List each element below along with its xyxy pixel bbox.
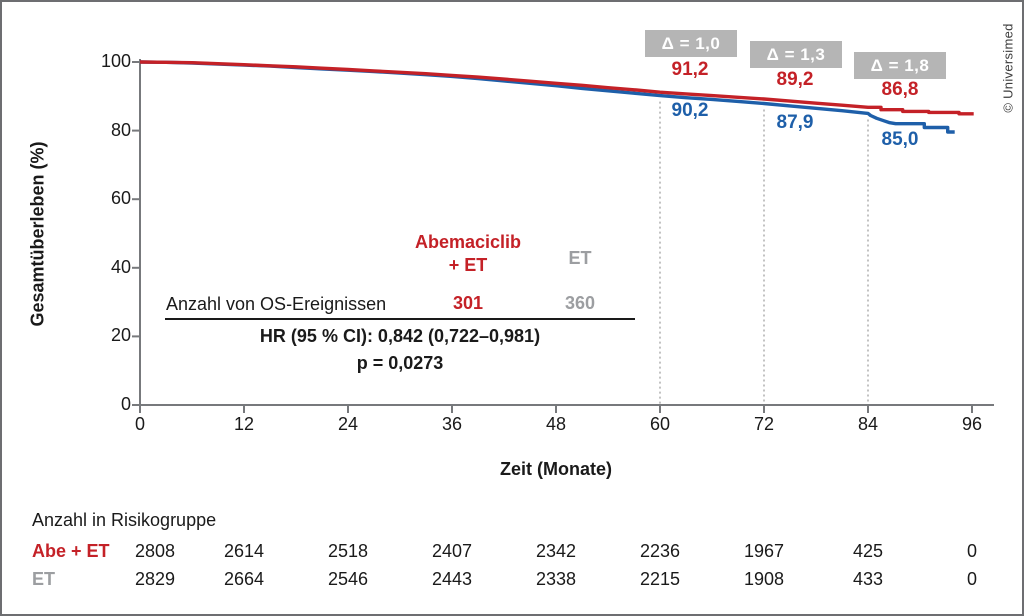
risk-count: 2443: [431, 569, 473, 589]
x-axis-title: Zeit (Monate): [500, 459, 612, 479]
et-survival-value-72: 87,9: [776, 112, 814, 133]
risk-count: 433: [852, 569, 884, 589]
os-events-count-abemaciclib: 301: [452, 293, 484, 313]
abemaciclib-survival-value-60: 91,2: [671, 59, 709, 80]
delta-badge-60: Δ = 1,0: [645, 30, 737, 57]
risk-count: 0: [966, 569, 977, 589]
delta-badge-72: Δ = 1,3: [750, 41, 842, 68]
y-tick-label: 100: [100, 51, 131, 71]
et-survival-value-84: 85,0: [881, 129, 919, 150]
risk-count: 2614: [223, 541, 265, 561]
os-events-row-label: Anzahl von OS-Ereignissen: [166, 294, 387, 314]
inset-column-header-abemaciclib: Abemaciclib + ET: [414, 232, 522, 276]
risk-count: 2407: [431, 541, 473, 561]
copyright-credit: © Universimed: [1000, 23, 1016, 113]
y-tick-label: 80: [110, 119, 131, 140]
risk-count: 2829: [134, 569, 176, 589]
et-survival-value-60: 90,2: [671, 100, 709, 121]
risk-count: 2546: [327, 569, 369, 589]
x-tick-label: 48: [545, 414, 567, 434]
y-axis-title: Gesamtüberleben (%): [27, 141, 48, 327]
x-tick-label: 96: [961, 414, 983, 434]
x-tick-label: 12: [233, 414, 255, 434]
risk-count: 2215: [639, 569, 681, 589]
x-tick-label: 0: [134, 414, 145, 434]
abemaciclib-survival-value-84: 86,8: [881, 79, 919, 100]
risk-count: 1908: [743, 569, 785, 589]
inset-divider-line: [165, 318, 635, 320]
y-tick-label: 40: [110, 256, 131, 277]
y-tick-label: 60: [110, 188, 131, 209]
y-tick-label: 0: [120, 394, 131, 414]
risk-count: 2338: [535, 569, 577, 589]
risk-count: 2664: [223, 569, 265, 589]
risk-count: 2518: [327, 541, 369, 561]
os-events-count-et: 360: [564, 293, 596, 313]
y-tick-label: 20: [110, 325, 131, 346]
risk-count: 425: [852, 541, 884, 561]
hazard-ratio-text: HR (95 % CI): 0,842 (0,722–0,981): [259, 326, 541, 346]
p-value-text: p = 0,0273: [356, 353, 444, 373]
abemaciclib-survival-value-72: 89,2: [776, 69, 814, 90]
risk-count: 2236: [639, 541, 681, 561]
x-tick-label: 84: [857, 414, 879, 434]
risk-table-title: Anzahl in Risikogruppe: [32, 510, 217, 530]
risk-row-label-et: ET: [32, 569, 56, 589]
risk-row-label-abemaciclib: Abe + ET: [32, 541, 110, 561]
x-tick-label: 24: [337, 414, 359, 434]
risk-count: 0: [966, 541, 977, 561]
inset-column-header-et: ET: [568, 248, 592, 268]
delta-badge-84: Δ = 1,8: [854, 52, 946, 79]
risk-count: 2342: [535, 541, 577, 561]
risk-count: 1967: [743, 541, 785, 561]
x-tick-label: 60: [649, 414, 671, 434]
risk-count: 2808: [134, 541, 176, 561]
x-tick-label: 72: [753, 414, 775, 434]
x-tick-label: 36: [441, 414, 463, 434]
